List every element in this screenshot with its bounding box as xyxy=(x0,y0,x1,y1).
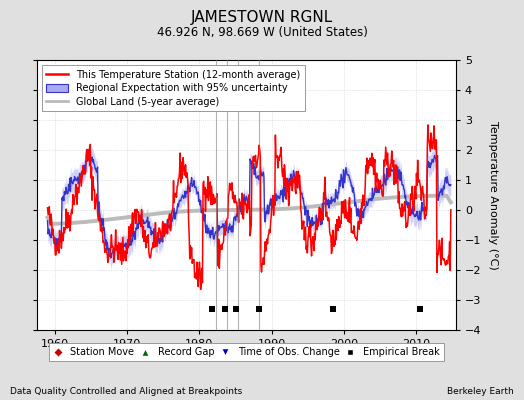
Text: Berkeley Earth: Berkeley Earth xyxy=(447,387,514,396)
Text: 46.926 N, 98.669 W (United States): 46.926 N, 98.669 W (United States) xyxy=(157,26,367,39)
Legend: This Temperature Station (12-month average), Regional Expectation with 95% uncer: This Temperature Station (12-month avera… xyxy=(41,65,304,111)
Text: Data Quality Controlled and Aligned at Breakpoints: Data Quality Controlled and Aligned at B… xyxy=(10,387,243,396)
Legend: Station Move, Record Gap, Time of Obs. Change, Empirical Break: Station Move, Record Gap, Time of Obs. C… xyxy=(49,343,443,361)
Text: JAMESTOWN RGNL: JAMESTOWN RGNL xyxy=(191,10,333,25)
Y-axis label: Temperature Anomaly (°C): Temperature Anomaly (°C) xyxy=(488,121,498,269)
